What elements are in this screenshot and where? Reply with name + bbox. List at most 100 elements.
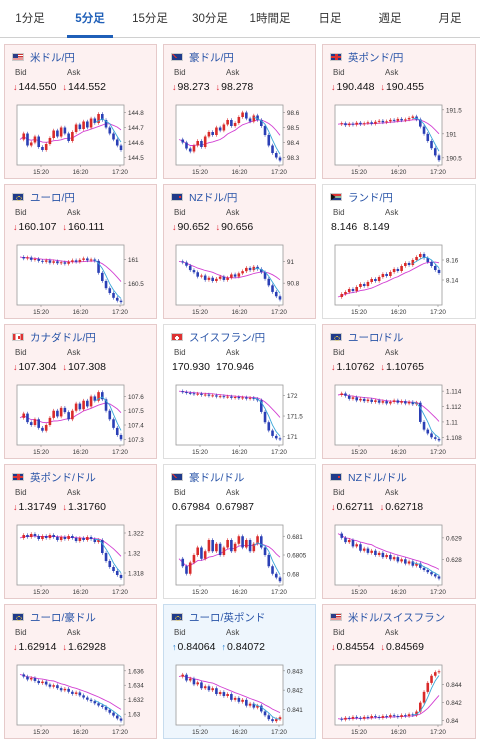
price-chart[interactable]: 161 160.5 15:20 16:20 17:20 [12, 241, 150, 317]
pair-title[interactable]: 豪ドル/円 [171, 49, 234, 65]
rate-card[interactable]: 英ポンド/円 Bid Ask ↓ 190.448 ↓ 190.455 191.5 191 190.… [322, 44, 476, 179]
rate-card[interactable]: カナダドル/円 Bid Ask ↓ 107.304 ↓ 107.308 107.6 107.5 1… [4, 324, 157, 459]
price-chart[interactable]: 0.681 0.6805 0.68 15:20 16:20 17:20 [171, 521, 309, 597]
pair-title[interactable]: ユーロ/ドル [330, 329, 403, 345]
bid-rate: ↓170.930 [172, 361, 210, 373]
pair-name[interactable]: 英ポンド/円 [348, 51, 404, 64]
rate-card[interactable]: ユーロ/ドル Bid Ask ↓ 1.10762 ↓ 1.10765 1.114 1.112 1.… [322, 324, 476, 459]
pair-title[interactable]: 米ドル/スイスフラン [330, 609, 445, 625]
rate-card[interactable]: NZドル/ドル Bid Ask ↓ 0.62711 ↓ 0.62718 0.629 0.628 1… [322, 464, 476, 599]
tab-2[interactable]: 15分足 [132, 13, 168, 25]
moving-average-line [178, 260, 281, 281]
price-chart[interactable]: 0.843 0.842 0.841 15:20 16:20 17:20 [171, 661, 309, 737]
pair-title[interactable]: 米ドル/円 [12, 49, 75, 65]
arrow-down-icon: ↓ [380, 81, 385, 92]
candlestick-chart: 191.5 191 190.5 15:20 16:20 17:20 [334, 104, 462, 176]
candle-body [370, 399, 373, 402]
pair-name[interactable]: 米ドル/円 [30, 51, 75, 64]
price-chart[interactable]: 1.636 1.634 1.632 1.63 15:20 16:20 17:20 [12, 661, 150, 737]
pair-name[interactable]: NZドル/ドル [348, 471, 407, 484]
price-chart[interactable]: 1.322 1.32 1.318 15:20 16:20 17:20 [12, 521, 150, 597]
pair-name[interactable]: ユーロ/豪ドル [30, 611, 96, 624]
pair-title[interactable]: ユーロ/円 [12, 189, 75, 205]
pair-name[interactable]: ユーロ/ドル [348, 331, 404, 344]
candle-body [233, 697, 237, 700]
pair-title[interactable]: ユーロ/英ポンド [171, 609, 265, 625]
pair-title[interactable]: 英ポンド/円 [330, 49, 403, 65]
pair-name[interactable]: カナダドル/円 [30, 331, 96, 344]
candle-body [400, 266, 403, 271]
candle-body [437, 671, 441, 673]
rate-card[interactable]: スイスフラン/円BidAsk↓170.930↓170.946172171.517… [163, 324, 316, 459]
tab-3[interactable]: 30分足 [192, 13, 228, 25]
pair-name[interactable]: 豪ドル/円 [189, 51, 234, 64]
ask-value: 1.10765 [385, 360, 424, 373]
rate-card[interactable]: NZドル/円 Bid Ask ↓ 90.652 ↓ 90.656 91 90.8 15:20 16:… [163, 184, 316, 319]
price-chart[interactable]: 8.16 8.14 15:20 16:20 17:20 [330, 241, 468, 317]
rate-card[interactable]: 豪ドル/ドルBidAsk↓0.67984↓0.679870.6810.68050… [163, 464, 316, 599]
price-chart[interactable]: 98.6 98.5 98.4 98.3 15:20 16:20 17:20 [171, 101, 309, 177]
candle-body [104, 706, 108, 710]
tab-5[interactable]: 日足 [318, 13, 342, 25]
rate-card[interactable]: ユーロ/豪ドル Bid Ask ↓ 1.62914 ↓ 1.62928 1.636 1.634 1… [4, 604, 157, 739]
rate-card[interactable]: 米ドル/スイスフラン Bid Ask ↓ 0.84554 ↓ 0.84569 0.844 0.8… [322, 604, 476, 739]
candle-body [366, 122, 370, 124]
candle-body [215, 395, 218, 397]
price-chart[interactable]: 1.114 1.112 1.11 1.108 15:20 16:20 17:20 [330, 381, 468, 457]
pair-title[interactable]: ユーロ/豪ドル [12, 609, 96, 625]
candle-body [359, 398, 362, 401]
tab-4[interactable]: 1時間足 [249, 13, 291, 25]
price-chart[interactable]: 144.8 144.7 144.6 144.5 15:20 16:20 17:20 [12, 101, 150, 177]
pair-name[interactable]: 豪ドル/ドル [189, 471, 245, 484]
candle-body [355, 287, 359, 291]
bid-value: 0.62711 [336, 500, 374, 513]
pair-title[interactable]: スイスフラン/円 [171, 329, 265, 345]
candle-body [248, 118, 252, 122]
rate-card[interactable]: 豪ドル/円 Bid Ask ↓ 98.273 ↓ 98.278 98.6 98.5 98.4 98.… [163, 44, 316, 179]
tab-7[interactable]: 月足 [438, 13, 462, 25]
price-chart[interactable]: 91 90.8 15:20 16:20 17:20 [171, 241, 309, 317]
pair-name[interactable]: スイスフラン/円 [189, 331, 266, 344]
rate-card[interactable]: 英ポンド/ドル Bid Ask ↓ 1.31749 ↓ 1.31760 1.322 1.32 1.… [4, 464, 157, 599]
pair-title[interactable]: NZドル/円 [171, 189, 237, 205]
candle-body [351, 540, 355, 547]
bid-label: Bid [174, 68, 186, 77]
pair-name[interactable]: ランド/円 [348, 191, 393, 204]
pair-name[interactable]: 英ポンド/ドル [30, 471, 96, 484]
x-tick-label: 17:20 [430, 169, 446, 176]
candle-body [200, 547, 203, 559]
price-chart[interactable]: 0.844 0.842 0.84 15:20 16:20 17:20 [330, 661, 468, 737]
rate-card[interactable]: ユーロ/円 Bid Ask ↓ 160.107 ↓ 160.111 161 160.5 15:20… [4, 184, 157, 319]
rate-card[interactable]: 米ドル/円 Bid Ask ↓ 144.550 ↓ 144.552 144.8 144.7 144… [4, 44, 157, 179]
candle-body [433, 672, 437, 676]
candle-body [389, 715, 392, 717]
price-chart[interactable]: 172 171.5 171 15:20 16:20 17:20 [171, 381, 309, 457]
tab-1[interactable]: 5分足 [60, 0, 120, 38]
pair-name[interactable]: ユーロ/英ポンド [189, 611, 266, 624]
tab-0[interactable]: 1分足 [15, 13, 45, 25]
pair-title[interactable]: NZドル/ドル [330, 469, 407, 485]
candle-body [396, 716, 400, 718]
pair-title[interactable]: 英ポンド/ドル [12, 469, 96, 485]
pair-title[interactable]: 豪ドル/ドル [171, 469, 244, 485]
pair-title[interactable]: ランド/円 [330, 189, 393, 205]
candle-body [426, 429, 430, 434]
pair-title[interactable]: カナダドル/円 [12, 329, 96, 345]
moving-average-line [19, 123, 122, 143]
ask-rate: ↓ 1.62928 [62, 641, 105, 653]
moving-average-line [337, 695, 440, 720]
bid-label: Bid [333, 628, 345, 637]
pair-name[interactable]: ユーロ/円 [30, 191, 75, 204]
pair-name[interactable]: NZドル/円 [189, 191, 238, 204]
candle-body [426, 682, 430, 692]
pair-name[interactable]: 米ドル/スイスフラン [348, 611, 446, 624]
price-chart[interactable]: 107.6 107.5 107.4 107.3 15:20 16:20 17:20 [12, 381, 150, 457]
bid-rate: ↓ 0.62711 [331, 501, 374, 513]
candle-body [112, 567, 115, 571]
price-chart[interactable]: 191.5 191 190.5 15:20 16:20 17:20 [330, 101, 468, 177]
rate-card[interactable]: ユーロ/英ポンド Bid Ask ↑ 0.84064 ↑ 0.84072 0.843 0.842… [163, 604, 316, 739]
price-chart[interactable]: 0.629 0.628 15:20 16:20 17:20 [330, 521, 468, 597]
candle-body [437, 438, 441, 441]
tab-6[interactable]: 週足 [378, 13, 402, 25]
